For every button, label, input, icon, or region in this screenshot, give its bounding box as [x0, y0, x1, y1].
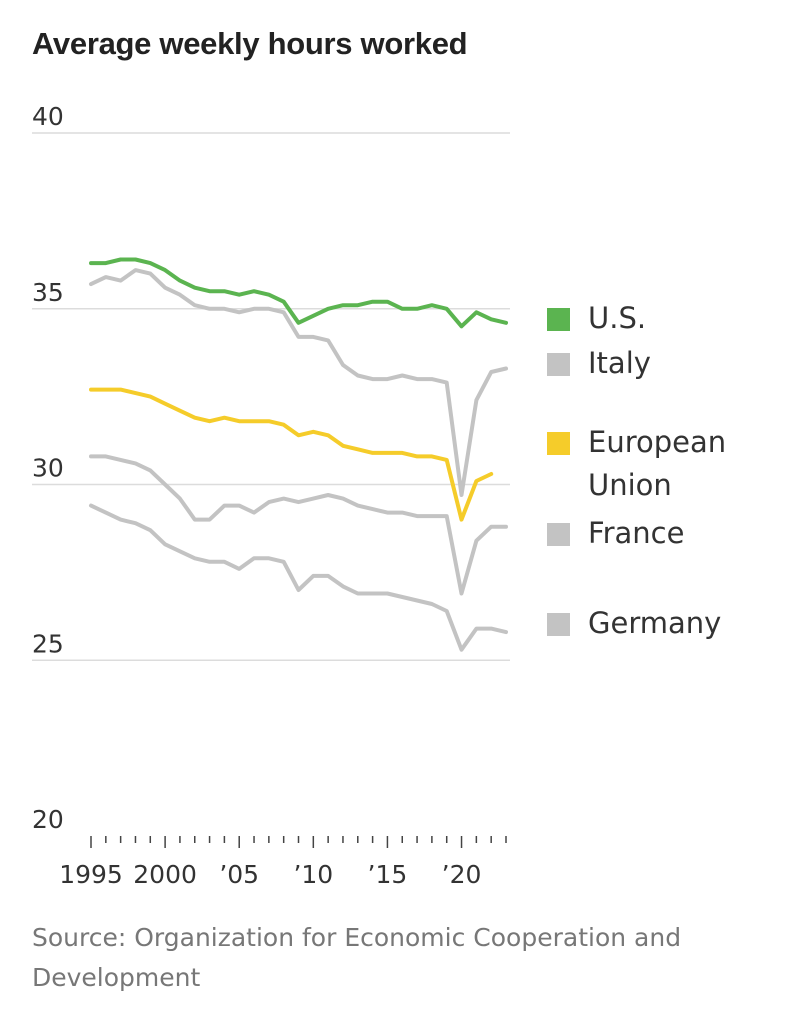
legend-label-european-union: Union	[588, 468, 672, 502]
series-line-european-union	[89, 387, 494, 522]
x-tick-label: ’10	[293, 860, 333, 889]
legend: U.S. Italy European Union France Germany	[547, 301, 726, 640]
series-line-u-s-	[89, 257, 508, 329]
y-tick-label: 40	[32, 102, 64, 131]
legend-swatch-germany	[547, 613, 570, 636]
source-note: Source: Organization for Economic Cooper…	[32, 923, 682, 992]
chart-title: Average weekly hours worked	[32, 26, 468, 61]
x-tick-label: 2000	[133, 860, 197, 889]
y-axis-ticks: 40 35 30 25 20	[32, 102, 64, 834]
legend-swatch-france	[547, 523, 570, 546]
grid-lines	[32, 132, 510, 661]
legend-label-france: France	[588, 516, 684, 550]
x-tick-label: ’15	[368, 860, 408, 889]
line-chart: 40 35 30 25 20 1995 2000 ’05 ’10 ’15 ’20 U.S. Ital…	[32, 102, 726, 889]
y-tick-label: 20	[32, 805, 64, 834]
x-tick-label: ’05	[219, 860, 259, 889]
x-tick-label: ’20	[442, 860, 482, 889]
x-axis: 1995 2000 ’05 ’10 ’15 ’20	[59, 836, 507, 889]
legend-swatch-u-s-	[547, 308, 570, 331]
series-line-germany	[89, 503, 508, 652]
series-lines	[89, 257, 508, 652]
legend-swatch-european-union	[547, 432, 570, 455]
series-line-france	[89, 454, 508, 596]
legend-label-european-union: European	[588, 425, 726, 459]
y-tick-label: 25	[32, 629, 64, 658]
legend-label-germany: Germany	[588, 606, 721, 640]
y-tick-label: 30	[32, 454, 64, 483]
legend-label-u-s-: U.S.	[588, 301, 646, 335]
x-tick-label: 1995	[59, 860, 123, 889]
legend-swatch-italy	[547, 353, 570, 376]
legend-label-italy: Italy	[588, 346, 651, 380]
series-line-italy	[89, 268, 508, 497]
y-tick-label: 35	[32, 278, 64, 307]
